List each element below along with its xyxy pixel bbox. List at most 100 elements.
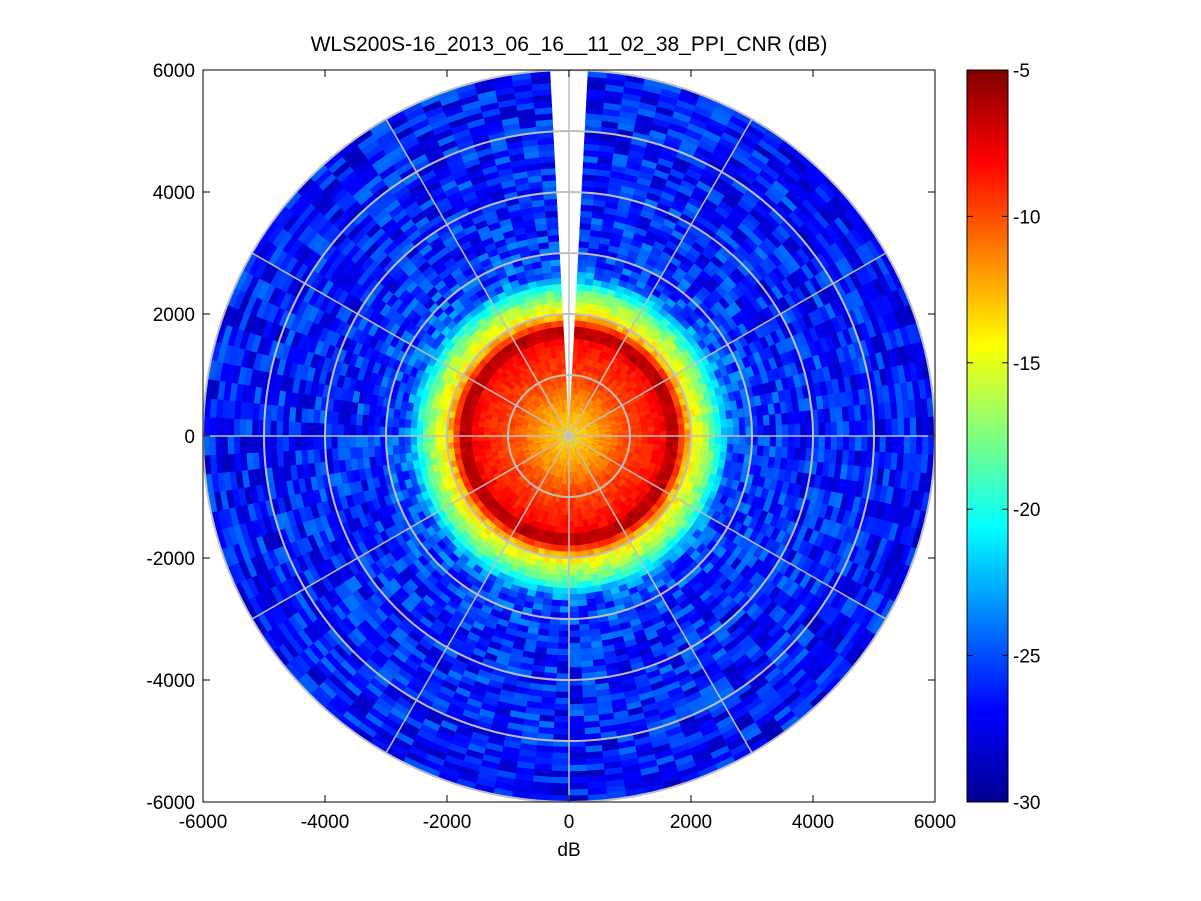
heat-cell <box>312 422 320 437</box>
heat-cell <box>557 642 570 650</box>
heat-cell <box>568 600 579 608</box>
heat-cell <box>361 435 369 448</box>
heat-cell <box>577 265 588 273</box>
heat-cell <box>434 421 442 430</box>
heat-cell <box>556 661 570 669</box>
heat-cell <box>560 356 566 364</box>
heat-cell <box>552 277 562 285</box>
heat-cell <box>677 417 685 425</box>
heat-cell <box>416 419 424 429</box>
heat-cell <box>775 424 783 437</box>
heat-cell <box>568 661 582 669</box>
heat-cell <box>416 435 424 445</box>
heat-cell <box>410 419 418 429</box>
heat-cell <box>563 527 570 534</box>
heat-cell <box>671 441 679 448</box>
heat-cell <box>568 654 582 663</box>
heat-cell <box>398 417 406 428</box>
heat-cell <box>579 635 592 644</box>
heat-cell <box>720 435 728 445</box>
heat-cell <box>781 435 789 448</box>
heat-cell <box>428 420 436 430</box>
heat-cell <box>794 435 802 449</box>
heat-cell <box>665 419 673 427</box>
heat-cell <box>556 544 564 553</box>
heat-cell <box>708 420 716 429</box>
heat-cell <box>552 581 562 589</box>
heat-cell <box>579 538 587 546</box>
heat-cell <box>579 228 592 237</box>
heat-cell <box>416 443 424 453</box>
heat-cell <box>464 430 472 437</box>
heat-cell <box>577 259 588 267</box>
heat-cell <box>576 283 586 291</box>
heat-cell <box>330 435 338 449</box>
heat-cell <box>660 430 667 437</box>
heat-cell <box>572 508 578 516</box>
heat-cell <box>647 426 655 433</box>
heat-cell <box>659 425 667 432</box>
heat-cell <box>727 435 735 445</box>
heat-cell <box>580 544 588 552</box>
heat-cell <box>561 575 570 583</box>
heat-cell <box>563 533 570 541</box>
heat-cell <box>708 443 716 452</box>
heat-cell <box>574 326 581 334</box>
heat-cell <box>392 417 400 428</box>
heat-cell <box>660 435 667 442</box>
heat-cell <box>550 605 561 613</box>
heat-cell <box>367 445 376 458</box>
heat-cell <box>708 428 716 437</box>
heat-cell <box>560 587 570 595</box>
heat-cell <box>568 581 578 589</box>
heat-cell <box>702 435 710 444</box>
heat-cell <box>550 320 558 328</box>
heat-cell <box>565 405 569 413</box>
heat-cell <box>720 427 728 437</box>
heat-cell <box>568 569 577 577</box>
heat-cell <box>552 587 562 595</box>
heat-cell <box>781 424 789 437</box>
heat-cell <box>546 635 559 644</box>
heat-cell <box>548 240 560 249</box>
heat-cell <box>672 435 680 443</box>
heat-cell <box>757 425 765 437</box>
heat-cell <box>553 569 563 577</box>
heat-cell <box>367 414 376 427</box>
heat-cell <box>552 283 562 291</box>
heat-cell <box>553 338 560 346</box>
heat-cell <box>548 623 560 632</box>
heat-cell <box>578 532 586 540</box>
heat-cell <box>568 685 583 693</box>
heat-cell <box>471 435 478 442</box>
heat-cell <box>561 569 570 577</box>
heat-cell <box>464 435 472 442</box>
heat-cell <box>577 605 588 613</box>
heat-cell <box>775 435 783 448</box>
heat-cell <box>739 426 747 437</box>
heat-cell <box>404 418 412 429</box>
heat-cell <box>762 445 771 458</box>
heat-cell <box>568 606 579 614</box>
heat-cell <box>787 435 796 449</box>
heat-cell <box>562 380 567 388</box>
heat-cell <box>557 648 570 656</box>
heat-cell <box>397 435 405 446</box>
heat-cell <box>714 435 722 445</box>
heat-cell <box>578 526 585 534</box>
heat-cell <box>373 415 382 427</box>
heat-cell <box>562 545 570 553</box>
heat-cell <box>391 426 399 437</box>
heat-cell <box>561 362 566 370</box>
heat-cell <box>575 295 585 303</box>
heat-cell <box>564 399 568 406</box>
heat-cell <box>489 439 497 445</box>
heat-cell <box>453 447 461 455</box>
heat-cell <box>568 648 581 656</box>
heat-cell <box>560 594 570 602</box>
heat-cell <box>459 441 467 448</box>
heat-cell <box>361 413 370 426</box>
heat-cell <box>572 514 579 522</box>
heat-cell <box>551 271 562 279</box>
heat-cell <box>559 344 565 352</box>
